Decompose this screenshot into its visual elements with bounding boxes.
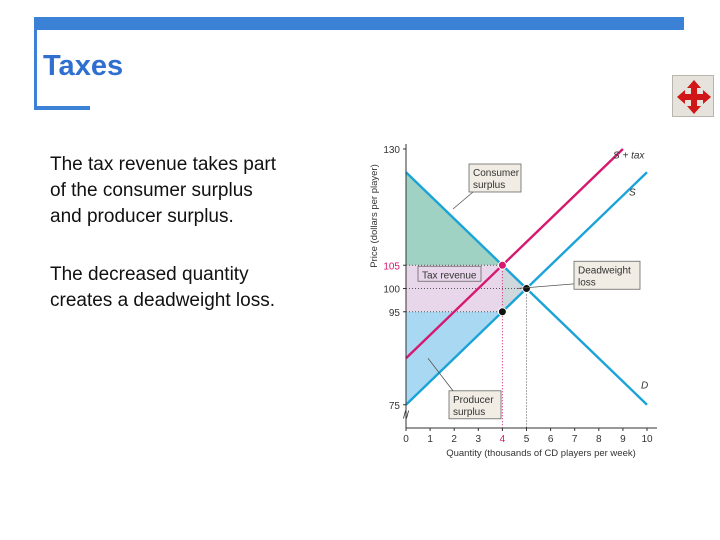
x-tick-label: 5 (524, 434, 530, 445)
tax-revenue-annotation-text: Tax revenue (422, 270, 477, 281)
header-accent-bar (34, 106, 90, 110)
x-tick-label: 10 (641, 434, 653, 445)
slide-title: Taxes (43, 50, 124, 82)
equilibrium-point (522, 284, 531, 293)
label-s-plus-tax: S + tax (613, 150, 645, 161)
x-tick-label: 1 (427, 434, 433, 445)
equilibrium-point (497, 307, 507, 317)
deadweight-loss-annotation-leader (516, 283, 575, 289)
x-axis-title: Quantity (thousands of CD players per we… (446, 448, 636, 459)
y-tick-label: 95 (389, 308, 401, 319)
deadweight-loss-annotation-box (573, 260, 641, 290)
move-arrows-icon (677, 80, 711, 114)
label-d: D (641, 380, 648, 391)
producer-surplus-annotation-text: Producer (453, 395, 494, 406)
y-tick-label: 105 (383, 261, 400, 272)
consumer-surplus-annotation-box (468, 163, 522, 193)
y-tick-label: 100 (383, 285, 400, 296)
y-tick-label: 75 (389, 401, 401, 412)
consumer-surplus-annotation-leader (452, 191, 474, 210)
y-axis-title: Price (dollars per player) (369, 164, 380, 267)
move-navigation-button[interactable] (672, 75, 714, 117)
x-tick-label: 3 (476, 434, 482, 445)
body-paragraph-tax-revenue: The tax revenue takes part of the consum… (50, 154, 277, 227)
tax-revenue-annotation-box (417, 265, 482, 282)
x-tick-label: 8 (596, 434, 602, 445)
x-tick-label: 9 (620, 434, 626, 445)
label-s: S (629, 188, 636, 199)
header-top-rule (36, 17, 684, 30)
deadweight-loss-annotation-text: loss (578, 277, 596, 288)
x-tick-label: 0 (403, 434, 409, 445)
x-tick-label: 7 (572, 434, 578, 445)
consumer-surplus-annotation-text: surplus (473, 180, 505, 191)
producer-surplus-annotation-leader (427, 358, 454, 392)
axis-break-mark: // (403, 410, 410, 422)
body-paragraph-deadweight-loss: The decreased quantity creates a deadwei… (50, 264, 275, 311)
header-left-rule (34, 17, 37, 109)
y-tick-label: 130 (383, 145, 400, 156)
producer-surplus-annotation-box (448, 390, 502, 420)
tax-incidence-chart: S + tax S D //75 95 100 105 130 0 1 2 3 4 5 6 7 8 9 10 Quan… (369, 144, 657, 459)
x-tick-label: 6 (548, 434, 554, 445)
consumer-surplus-annotation-text: Consumer (473, 168, 520, 179)
x-tick-label: 2 (451, 434, 457, 445)
producer-surplus-annotation-text: surplus (453, 407, 485, 418)
supply-plus-tax-line (405, 148, 624, 360)
x-tick-label: 4 (500, 434, 506, 445)
deadweight-loss-annotation-text: Deadweight (578, 265, 631, 276)
equilibrium-point (497, 260, 507, 270)
